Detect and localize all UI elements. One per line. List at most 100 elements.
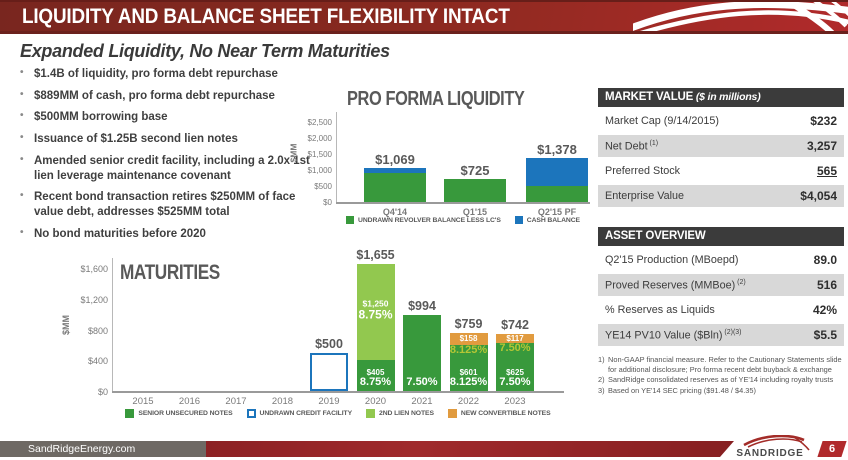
bar-segment-cash [526,157,588,187]
bullet-dot: • [20,153,24,165]
chart-title: MATURITIES [120,261,220,284]
y-tick-label: $800 [87,325,108,336]
y-axis-line [112,258,113,392]
bullet-item: • Issuance of $1.25B second lien notes [18,132,314,147]
segment-value-label: $117 [506,333,524,343]
bullet-dot: • [20,88,24,100]
x-tick-label: 2022 [457,396,480,407]
bar-total-label: $1,069 [375,151,415,167]
table-title: ASSET OVERVIEW [605,230,706,242]
y-tick-label: $0 [323,198,332,207]
footer-url[interactable]: SandRidgeEnergy.com [28,443,136,455]
x-axis-line [112,391,564,393]
chart-legend: SENIOR UNSECURED NOTES UNDRAWN CREDIT FAC… [112,409,564,418]
footnote: 2) SandRidge consolidated reserves as of … [598,375,844,385]
bar-total-label: $500 [315,336,343,351]
row-label: Q2'15 Production (MBoepd) [605,254,739,266]
bar-total-label: $759 [454,316,483,331]
legend-item: 2ND LIEN NOTES [366,409,434,418]
segment-label-block: $405 8.75% [357,368,395,389]
legend-swatch [125,409,135,418]
bar-segment-cash [364,167,426,173]
row-value: $4,054 [800,189,837,203]
brand-swoosh-icon [633,2,848,31]
bullet-list: • $1.4B of liquidity, pro forma debt repu… [18,67,314,248]
row-label: Proved Reserves (MMBoe) (2) [605,278,746,292]
legend-item: SENIOR UNSECURED NOTES [125,409,233,418]
row-value: 42% [812,303,837,317]
legend-swatch [366,409,376,418]
market-value-table: MARKET VALUE ($ in millions) Market Cap (… [598,88,844,207]
legend-label: UNDRAWN REVOLVER BALANCE LESS LC'S [358,216,501,224]
footnote-text: Non-GAAP financial measure. Refer to the… [608,355,842,374]
legend-label: NEW CONVERTIBLE NOTES [460,410,551,417]
row-label: Net Debt (1) [605,139,659,153]
footnote-text: Based on YE'14 SEC pricing ($91.48 / $4.… [608,385,756,395]
y-tick-label: $2,000 [307,134,332,143]
bar-segment: 7.50% [403,314,441,391]
bullet-text: $889MM of cash, pro forma debt repurchas… [34,89,275,102]
row-footnote-marker: (1) [647,139,659,147]
footer-gray-bar [0,441,206,457]
maturities-chart: MATURITIES $MM $0 $400 $800 $1,200 $1,600 2015 2… [61,248,572,430]
row-label: Market Cap (9/14/2015) [605,115,720,127]
table-header: ASSET OVERVIEW [598,227,844,246]
chart-legend: UNDRAWN REVOLVER BALANCE LESS LC'S CASH B… [336,216,590,224]
footnote-text: SandRidge consolidated reserves as of YE… [608,375,834,385]
legend-swatch [447,409,457,418]
table-title-note: ($ in millions) [693,91,761,103]
table-row: Market Cap (9/14/2015) $232 [598,110,844,132]
bullet-text: $1.4B of liquidity, pro forma debt repur… [34,68,278,80]
footnote: 1) Non-GAAP financial measure. Refer to t… [598,355,844,374]
footnotes: 1) Non-GAAP financial measure. Refer to t… [598,355,844,396]
title-banner: LIQUIDITY AND BALANCE SHEET FLEXIBILITY … [0,0,848,34]
table-row: Preferred Stock 565 [598,160,844,182]
footnote-number: 2) [598,375,605,385]
table-title: MARKET VALUE [605,91,694,103]
row-value: 516 [816,278,837,292]
bullet-text: No bond maturities before 2020 [34,227,206,240]
row-value: 89.0 [813,253,837,267]
legend-item: CASH BALANCE [514,216,580,224]
legend-item: NEW CONVERTIBLE NOTES [447,409,551,418]
segment-value-label: $158 [459,333,478,343]
bar-total-label: $1,655 [356,247,395,262]
bullet-dot: • [20,226,24,238]
row-footnote-marker: (2)(3) [722,328,742,336]
footer-red-bar [206,441,734,457]
bar-segment: $601 8.125% [449,344,488,391]
segment-value-label: $1,250 [362,298,389,309]
table-row: % Reserves as Liquids 42% [598,299,844,321]
bullet-text: Recent bond transaction retires $250MM o… [34,191,296,219]
bullet-dot: • [20,110,24,122]
segment-label-block: $601 8.125% [450,368,488,389]
y-tick-label: $1,000 [307,166,332,175]
table-row: Proved Reserves (MMBoe) (2) 516 [598,274,844,296]
legend-item: UNDRAWN CREDIT FACILITY [246,409,352,418]
footnote: 3) Based on YE'14 SEC pricing ($91.48 / $… [598,386,844,396]
segment-label-block: 7.50% [403,377,441,389]
row-value: 565 [816,164,837,178]
y-tick-label: $400 [87,356,108,367]
bar-segment: $405 8.75% [356,359,395,391]
y-tick-label: $2,500 [307,118,332,127]
x-tick-label: 2019 [318,396,340,407]
legend-swatch [346,216,355,224]
row-label: YE14 PV10 Value ($Bln) (2)(3) [605,328,742,342]
bar-segment: $1,250 8.75% [356,263,395,360]
convertible-rate-label: 7.50% [499,341,531,354]
table-header: MARKET VALUE ($ in millions) [598,88,844,107]
slide-title: LIQUIDITY AND BALANCE SHEET FLEXIBILITY … [22,5,510,28]
sandridge-logo-icon: SANDRIDGE [736,435,810,459]
bullet-item: • $889MM of cash, pro forma debt repurcha… [18,89,314,104]
row-value: $232 [810,114,837,128]
y-tick-label: $1,200 [80,294,108,305]
row-label: Preferred Stock [605,165,681,177]
table-row: YE14 PV10 Value ($Bln) (2)(3) $5.5 [598,324,844,346]
table-row: Net Debt (1) 3,257 [598,135,844,157]
bullet-dot: • [20,67,24,78]
bar-segment: $117 [496,334,534,343]
segment-rate-label: 8.75% [359,376,392,389]
row-value: $5.5 [813,328,837,342]
bullet-text: Issuance of $1.25B second lien notes [34,133,238,146]
